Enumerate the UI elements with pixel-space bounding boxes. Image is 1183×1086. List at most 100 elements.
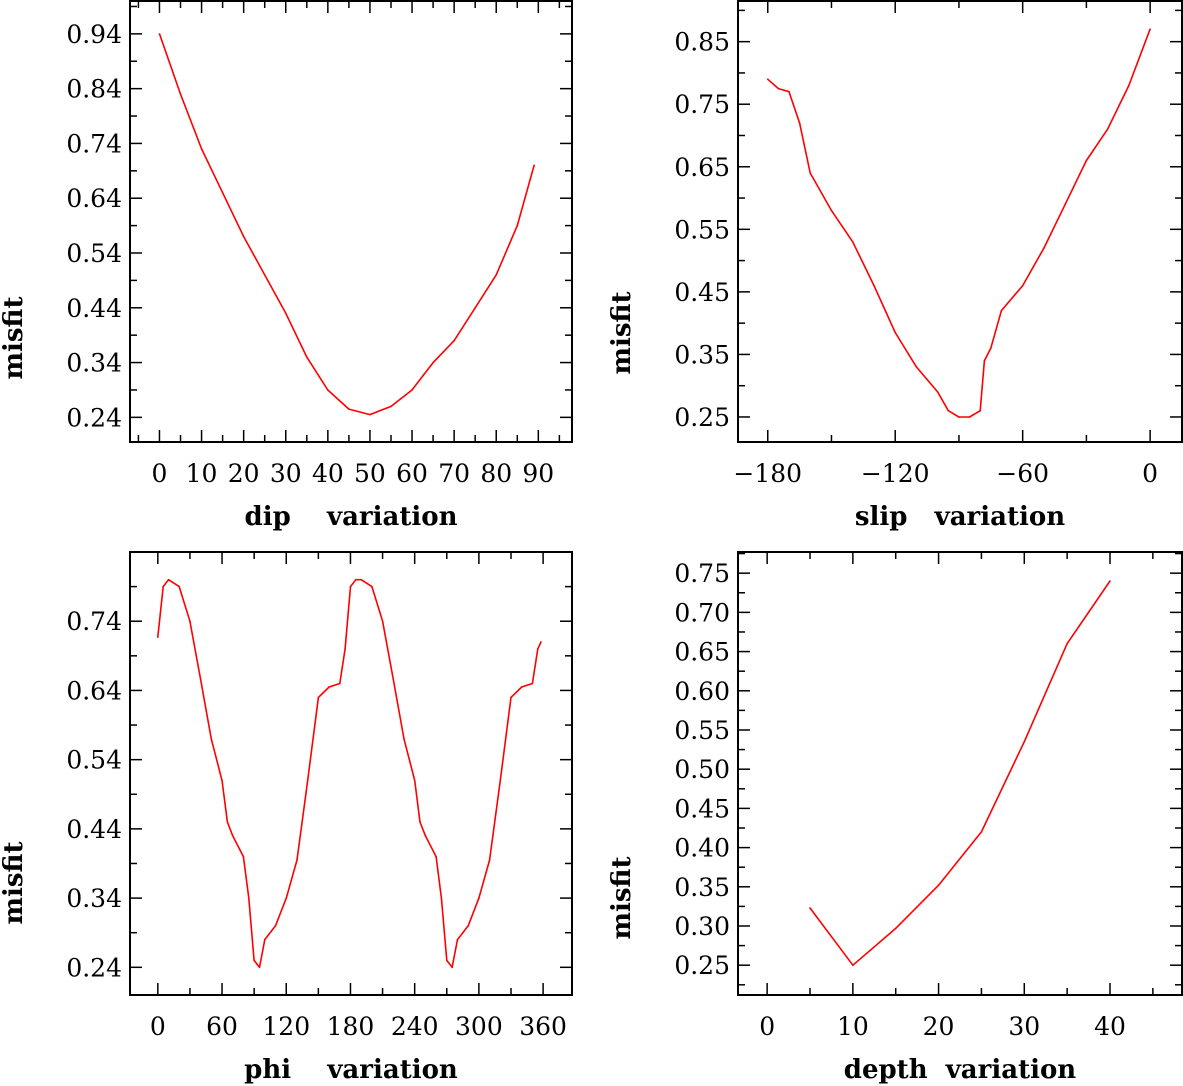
x-tick-label: 10 bbox=[186, 459, 218, 488]
data-point bbox=[456, 938, 459, 941]
data-point bbox=[830, 209, 833, 212]
y-tick-label: 0.74 bbox=[66, 129, 122, 158]
data-point bbox=[990, 347, 992, 349]
y-tick-label: 0.50 bbox=[674, 755, 730, 784]
data-point bbox=[432, 361, 434, 364]
y-tick-label: 0.55 bbox=[674, 716, 730, 745]
y-tick-label: 0.75 bbox=[674, 90, 730, 119]
data-point bbox=[167, 578, 170, 581]
data-point bbox=[536, 648, 539, 650]
data-point bbox=[851, 241, 854, 243]
data-point bbox=[338, 682, 341, 685]
y-tick-label: 0.44 bbox=[66, 294, 122, 323]
x-tick-label: 20 bbox=[923, 1012, 955, 1041]
data-point bbox=[540, 641, 542, 643]
data-point bbox=[510, 696, 512, 699]
y-tick-label: 0.74 bbox=[66, 607, 122, 636]
data-point bbox=[1043, 247, 1045, 249]
data-point bbox=[306, 356, 308, 358]
y-tick-label: 0.65 bbox=[674, 638, 730, 667]
y-tick-label: 0.60 bbox=[674, 677, 730, 706]
y-axis-label: misfit bbox=[607, 292, 637, 375]
y-tick-label: 0.64 bbox=[66, 184, 122, 213]
x-tick-label: 60 bbox=[206, 1012, 238, 1041]
data-point bbox=[474, 306, 476, 309]
misfit-series-line bbox=[767, 28, 1151, 418]
y-tick-label: 0.30 bbox=[674, 912, 730, 941]
data-point bbox=[199, 678, 202, 681]
data-point bbox=[968, 416, 971, 418]
data-point bbox=[306, 779, 309, 782]
data-point bbox=[1066, 642, 1068, 645]
y-tick-label: 0.44 bbox=[66, 815, 122, 844]
x-tick-label: 80 bbox=[480, 459, 512, 488]
y-tick-label: 0.40 bbox=[674, 834, 730, 863]
data-point bbox=[1064, 203, 1066, 206]
data-point bbox=[451, 966, 453, 969]
data-point bbox=[499, 779, 502, 782]
misfit-series-line bbox=[157, 578, 542, 969]
data-point bbox=[766, 78, 769, 80]
x-tick-label: 360 bbox=[519, 1012, 567, 1041]
x-tick-label: 0 bbox=[150, 1012, 166, 1041]
data-point bbox=[809, 172, 812, 174]
data-point bbox=[873, 284, 875, 287]
data-point bbox=[435, 855, 437, 858]
y-tick-label: 0.75 bbox=[674, 559, 730, 588]
data-point bbox=[1149, 28, 1151, 30]
data-point bbox=[179, 93, 182, 95]
data-point bbox=[1021, 284, 1024, 287]
x-tick-label: 20 bbox=[228, 459, 260, 488]
data-point bbox=[231, 834, 234, 837]
x-tick-label: 240 bbox=[391, 1012, 439, 1041]
data-point bbox=[531, 682, 534, 685]
data-point bbox=[424, 834, 427, 837]
data-point bbox=[247, 897, 250, 899]
y-tick-label: 0.55 bbox=[674, 215, 730, 244]
y-axis-label: misfit bbox=[607, 857, 637, 940]
y-tick-label: 0.70 bbox=[674, 598, 730, 627]
x-tick-label: 30 bbox=[270, 459, 302, 488]
subplot-4: 0 10 20 30 40 0.25 0.30 0.35 0.40 0.45 0.50 0.55 0.6… bbox=[607, 551, 1183, 1085]
misfit-series-line bbox=[809, 580, 1111, 967]
y-axis-label: misfit bbox=[0, 842, 29, 925]
plot-frame bbox=[129, 551, 573, 996]
x-axis-label: slip variation bbox=[855, 502, 1065, 532]
y-tick-label: 0.94 bbox=[66, 20, 122, 49]
data-point bbox=[158, 33, 161, 35]
data-point bbox=[980, 831, 983, 833]
x-axis-label: depth variation bbox=[844, 1055, 1077, 1085]
x-tick-label: −180 bbox=[733, 459, 802, 488]
x-tick-label: 0 bbox=[1142, 459, 1158, 488]
subplot-2: −180 −120 −60 0 0.25 0.35 0.45 0.55 0.65 0.75 0.85… bbox=[607, 0, 1183, 532]
plot-frame bbox=[737, 0, 1183, 443]
y-tick-label: 0.34 bbox=[66, 884, 122, 913]
data-point bbox=[242, 855, 245, 858]
data-point bbox=[915, 366, 918, 368]
data-point bbox=[958, 416, 960, 418]
x-tick-label: 0 bbox=[152, 459, 168, 488]
data-point bbox=[894, 331, 897, 334]
y-tick-label: 0.45 bbox=[674, 794, 730, 823]
misfit-series-line bbox=[158, 33, 535, 416]
data-point bbox=[1106, 128, 1109, 131]
data-point bbox=[440, 897, 443, 899]
y-tick-label: 0.54 bbox=[66, 239, 122, 268]
x-axis-label: phi variation bbox=[244, 1055, 458, 1085]
plot-frame bbox=[129, 0, 573, 443]
data-point bbox=[1085, 159, 1088, 162]
data-point bbox=[411, 389, 413, 391]
x-tick-label: 300 bbox=[455, 1012, 503, 1041]
x-tick-label: 50 bbox=[354, 459, 386, 488]
data-point bbox=[348, 408, 350, 410]
y-tick-label: 0.35 bbox=[674, 340, 730, 369]
data-point bbox=[317, 696, 320, 699]
data-point bbox=[1109, 580, 1111, 582]
data-point bbox=[478, 897, 480, 899]
data-point bbox=[1000, 309, 1003, 312]
data-point bbox=[495, 274, 498, 276]
y-axis-label: misfit bbox=[0, 297, 29, 380]
x-tick-label: 40 bbox=[1094, 1012, 1126, 1041]
x-tick-label: −60 bbox=[996, 459, 1049, 488]
